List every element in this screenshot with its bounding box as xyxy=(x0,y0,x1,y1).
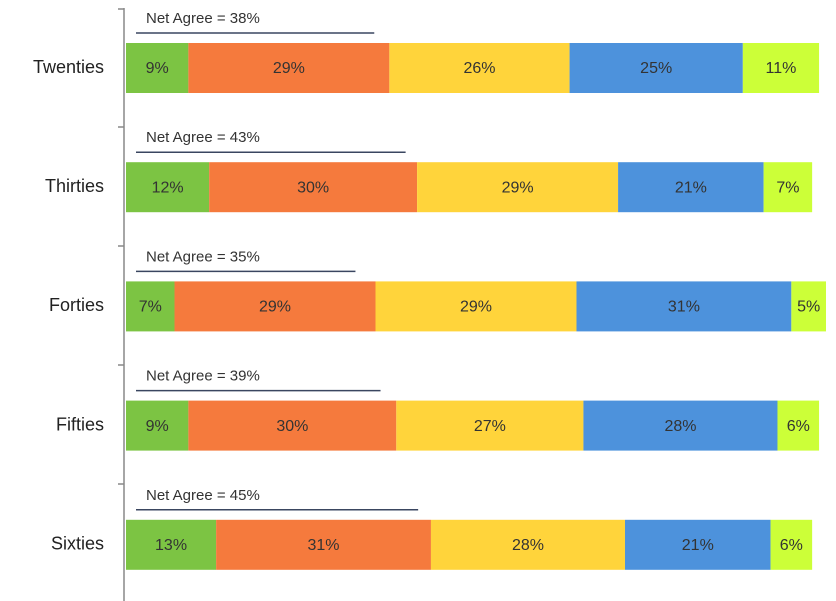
value-label: 13% xyxy=(155,537,187,554)
bar-segment xyxy=(188,43,390,93)
bar-segment xyxy=(583,400,778,451)
value-label: 29% xyxy=(259,299,291,316)
bar-segment xyxy=(375,281,577,332)
value-label: 25% xyxy=(640,60,672,77)
value-label: 28% xyxy=(664,418,696,435)
value-label: 31% xyxy=(668,299,700,316)
category-label: Forties xyxy=(49,295,104,315)
net-agree-label: Net Agree = 39% xyxy=(146,368,260,385)
bar-segment xyxy=(396,400,584,451)
value-label: 29% xyxy=(273,60,305,77)
net-agree-label: Net Agree = 38% xyxy=(146,10,260,27)
value-label: 6% xyxy=(780,537,803,554)
bar-segment xyxy=(576,281,792,332)
category-label: Twenties xyxy=(33,57,104,77)
value-label: 29% xyxy=(502,179,534,196)
value-label: 5% xyxy=(797,299,820,316)
value-label: 9% xyxy=(146,60,169,77)
value-label: 31% xyxy=(308,537,340,554)
bar-segment xyxy=(389,43,570,93)
bar-segment xyxy=(791,281,826,332)
value-label: 21% xyxy=(682,537,714,554)
value-label: 30% xyxy=(297,179,329,196)
value-label: 12% xyxy=(152,179,184,196)
bar-segment xyxy=(618,162,764,213)
bar-segment xyxy=(216,519,431,570)
bar-segment xyxy=(209,162,418,213)
bar-segment xyxy=(417,162,619,213)
value-label: 29% xyxy=(460,299,492,316)
bar-segment xyxy=(188,400,397,451)
category-label: Fifties xyxy=(56,414,104,434)
bar-segment xyxy=(569,43,743,93)
bar-segment xyxy=(763,162,813,213)
bar-segment xyxy=(430,519,626,570)
value-label: 26% xyxy=(463,60,495,77)
bar-segment xyxy=(770,519,813,570)
value-label: 7% xyxy=(776,179,799,196)
category-label: Sixties xyxy=(51,534,104,554)
bar-segment xyxy=(126,519,217,570)
bar-segment xyxy=(126,400,189,451)
bar-segment xyxy=(174,281,376,332)
value-label: 9% xyxy=(146,418,169,435)
value-label: 6% xyxy=(787,418,810,435)
value-label: 28% xyxy=(512,537,544,554)
bar-segment xyxy=(126,162,210,213)
value-label: 27% xyxy=(474,418,506,435)
net-agree-label: Net Agree = 45% xyxy=(146,487,260,504)
bar-segment xyxy=(777,400,820,451)
value-label: 30% xyxy=(276,418,308,435)
bar-segment xyxy=(742,43,820,93)
category-label: Thirties xyxy=(45,176,104,196)
net-agree-label: Net Agree = 35% xyxy=(146,248,260,265)
y-axis-ticks xyxy=(118,8,124,485)
bar-segment xyxy=(625,519,771,570)
net-agree-label: Net Agree = 43% xyxy=(146,129,260,146)
bar-segment xyxy=(126,43,189,93)
bar-segment xyxy=(126,281,175,332)
value-label: 11% xyxy=(766,60,797,77)
value-label: 7% xyxy=(139,299,162,316)
value-label: 21% xyxy=(675,179,707,196)
